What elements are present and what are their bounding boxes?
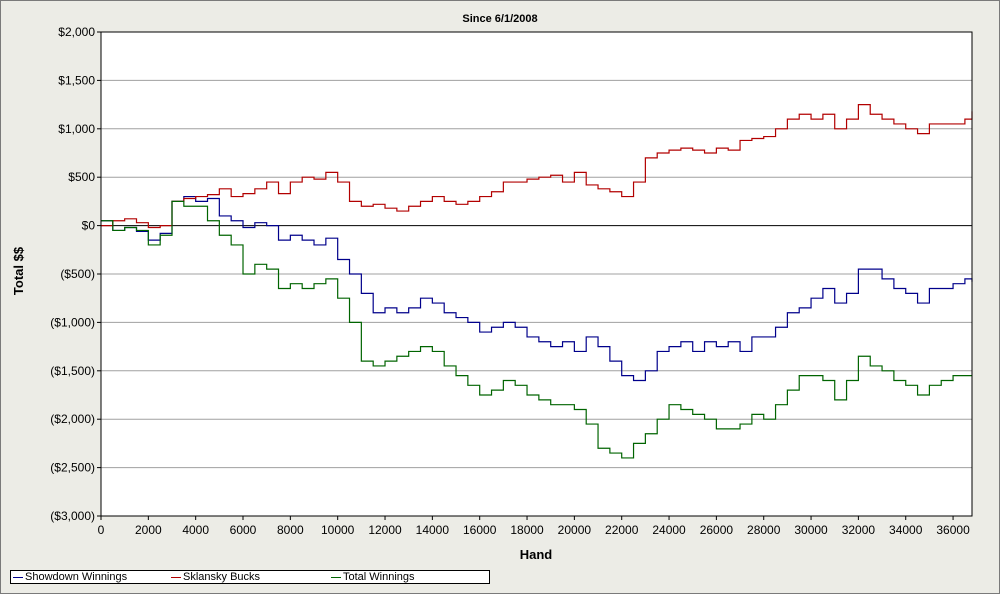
legend-item-sklansky-bucks: Sklansky Bucks <box>171 571 260 583</box>
legend-swatch-showdown <box>13 576 23 578</box>
x-axis: 0 2000 4000 6000 8000 10000 12000 14000 16000 180… <box>98 516 970 537</box>
x-tick-label: 32000 <box>842 523 876 537</box>
x-tick-label: 34000 <box>889 523 923 537</box>
legend-item-showdown-winnings: Showdown Winnings <box>13 571 127 583</box>
x-tick-label: 28000 <box>747 523 781 537</box>
plot-border <box>100 31 973 517</box>
x-tick-label: 2000 <box>135 523 162 537</box>
y-tick-label: ($500) <box>60 267 95 281</box>
x-tick-label: 22000 <box>605 523 639 537</box>
x-tick-label: 12000 <box>368 523 402 537</box>
legend-item-total-winnings: Total Winnings <box>331 571 415 583</box>
y-tick-label: ($1,500) <box>50 364 95 378</box>
legend-swatch-total <box>331 576 341 578</box>
x-tick-label: 6000 <box>230 523 257 537</box>
x-tick-label: 18000 <box>510 523 544 537</box>
series-line-sklansky-bucks <box>101 104 973 229</box>
chart-title: Since 6/1/2008 <box>462 13 537 25</box>
y-tick-label: $0 <box>82 219 96 233</box>
legend-label-showdown: Showdown Winnings <box>25 571 128 583</box>
x-tick-label: 14000 <box>416 523 450 537</box>
x-tick-label: 10000 <box>321 523 355 537</box>
y-tick-label: ($2,500) <box>50 461 95 475</box>
y-axis: $2,000 $1,500 $1,000 $500 $0 ($500) ($1,000) ($… <box>50 25 101 523</box>
y-tick-label: $1,500 <box>58 73 95 87</box>
x-tick-label: 24000 <box>652 523 686 537</box>
legend-label-total: Total Winnings <box>343 571 415 583</box>
x-tick-label: 0 <box>98 523 105 537</box>
y-tick-label: $2,000 <box>58 25 95 39</box>
x-axis-title: Hand <box>520 547 553 562</box>
series-line-showdown-winnings <box>101 195 973 382</box>
y-tick-label: $500 <box>68 170 95 184</box>
series-line-total-winnings <box>101 200 972 459</box>
y-tick-label: ($1,000) <box>50 315 95 329</box>
y-axis-title: Total $$ <box>11 246 26 295</box>
x-tick-label: 20000 <box>558 523 592 537</box>
x-tick-label: 4000 <box>182 523 209 537</box>
x-tick-label: 36000 <box>936 523 970 537</box>
legend-label-sklansky: Sklansky Bucks <box>183 571 261 583</box>
x-tick-label: 16000 <box>463 523 497 537</box>
series-lines <box>101 104 973 459</box>
legend-swatch-sklansky <box>171 576 181 578</box>
legend: Showdown Winnings Sklansky Bucks Total W… <box>10 570 490 584</box>
y-tick-label: $1,000 <box>58 122 95 136</box>
y-tick-label: ($3,000) <box>50 509 95 523</box>
x-tick-label: 26000 <box>700 523 734 537</box>
y-tick-label: ($2,000) <box>50 412 95 426</box>
gridlines <box>101 79 972 469</box>
x-tick-label: 8000 <box>277 523 304 537</box>
x-tick-label: 30000 <box>794 523 828 537</box>
